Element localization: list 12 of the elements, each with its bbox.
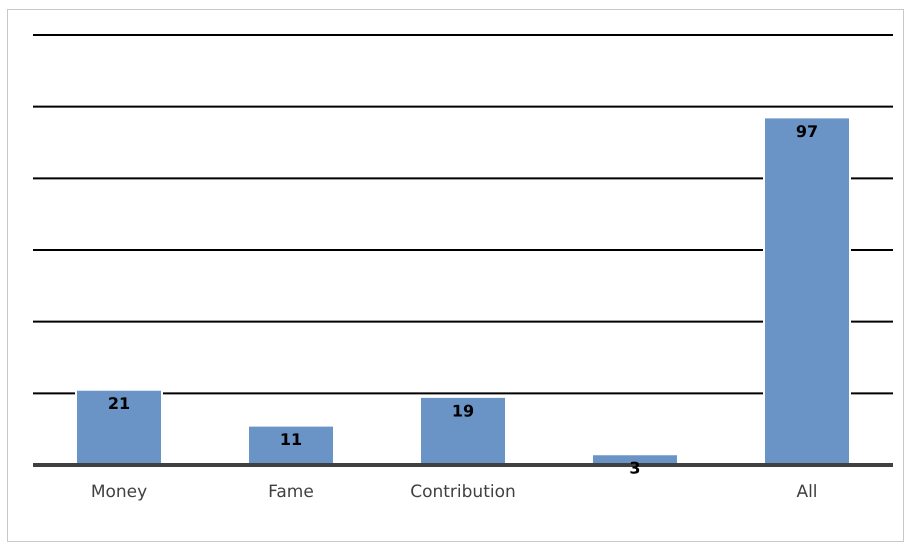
bar: [419, 396, 507, 465]
data-label: 21: [108, 394, 130, 414]
data-label: 11: [280, 430, 302, 449]
bar: [763, 116, 851, 465]
x-tick-label: Fame: [268, 482, 314, 502]
bar: [75, 388, 163, 465]
x-tick-label: Contribution: [410, 482, 516, 502]
data-label: 97: [796, 122, 818, 141]
x-tick-label: Money: [90, 482, 148, 502]
x-tick-label: All: [796, 482, 818, 502]
bar: [247, 424, 335, 465]
data-label: 19: [452, 401, 474, 420]
